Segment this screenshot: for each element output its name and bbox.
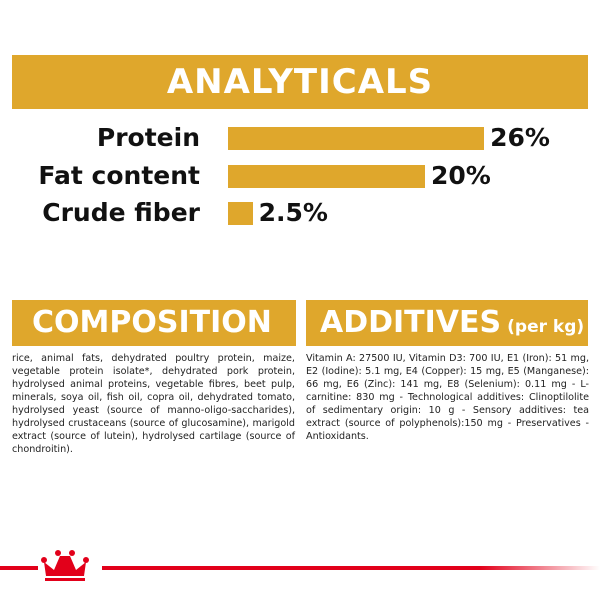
composition-title: COMPOSITION <box>12 300 296 346</box>
additives-subtitle: (per kg) <box>507 317 585 337</box>
constituent-row: Protein 26% <box>0 121 600 155</box>
constituent-bar <box>228 127 485 150</box>
constituent-value: 26% <box>490 123 550 152</box>
constituent-row: Fat content 20% <box>0 159 600 193</box>
constituent-value: 20% <box>431 161 491 190</box>
additives-text: Vitamin A: 27500 IU, Vitamin D3: 700 IU,… <box>306 353 589 442</box>
constituent-bar <box>228 165 425 188</box>
constituent-bar <box>228 202 253 225</box>
additives-title-text: ADDITIVES <box>320 305 502 340</box>
constituent-label: Fat content <box>38 161 200 190</box>
constituent-label: Protein <box>96 123 200 152</box>
footer-line <box>0 566 600 570</box>
constituent-value: 2.5% <box>258 198 328 227</box>
constituent-row: Crude fiber 2.5% <box>0 196 600 230</box>
additives-title: ADDITIVES (per kg) <box>306 300 588 346</box>
logo-bg <box>38 550 102 586</box>
constituent-label: Crude fiber <box>42 198 200 227</box>
crown-logo <box>41 550 89 581</box>
title: ANALYTICALS CONSTITUENTS <box>12 55 588 156</box>
composition-text: rice, animal fats, dehydrated poultry pr… <box>12 353 295 455</box>
